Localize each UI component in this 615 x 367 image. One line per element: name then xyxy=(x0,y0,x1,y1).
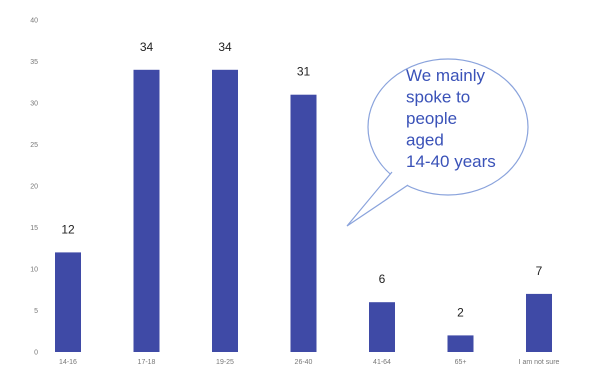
callout-text-line: We mainly xyxy=(406,66,486,85)
x-tick-label: 41-64 xyxy=(373,359,391,366)
y-tick-label: 5 xyxy=(34,308,38,315)
bar xyxy=(369,302,395,352)
callout-text-line: people xyxy=(406,109,457,128)
y-tick-label: 40 xyxy=(30,18,38,25)
data-label: 6 xyxy=(379,272,386,286)
bar xyxy=(55,252,81,352)
bar xyxy=(526,293,552,352)
data-label: 31 xyxy=(297,65,311,79)
data-label: 2 xyxy=(457,305,464,319)
x-tick-label: 14-16 xyxy=(59,359,77,366)
y-tick-label: 35 xyxy=(30,59,38,66)
y-tick-label: 10 xyxy=(30,267,38,274)
y-tick-label: 25 xyxy=(30,142,38,149)
bar xyxy=(212,69,238,353)
data-label: 12 xyxy=(61,222,75,236)
data-label: 7 xyxy=(536,264,543,278)
callout-tail-seam xyxy=(393,172,407,184)
x-tick-label: 19-25 xyxy=(216,359,234,366)
x-tick-label: I am not sure xyxy=(519,359,560,366)
y-tick-label: 20 xyxy=(30,184,38,191)
data-label: 34 xyxy=(140,40,154,54)
x-tick-label: 26-40 xyxy=(295,359,313,366)
bar xyxy=(133,69,160,353)
callout-text-line: 14-40 years xyxy=(406,152,496,171)
callout-text-line: spoke to xyxy=(406,88,470,107)
callout-tail xyxy=(346,171,409,227)
data-label: 34 xyxy=(218,40,232,54)
y-tick-label: 15 xyxy=(30,225,38,232)
bar xyxy=(290,94,317,352)
callout-bubble xyxy=(367,58,529,196)
y-tick-label: 0 xyxy=(34,350,38,357)
y-tick-label: 30 xyxy=(30,101,38,108)
bar xyxy=(447,335,474,352)
x-tick-label: 17-18 xyxy=(138,359,156,366)
callout-text-line: aged xyxy=(406,131,444,150)
x-tick-label: 65+ xyxy=(455,359,467,366)
